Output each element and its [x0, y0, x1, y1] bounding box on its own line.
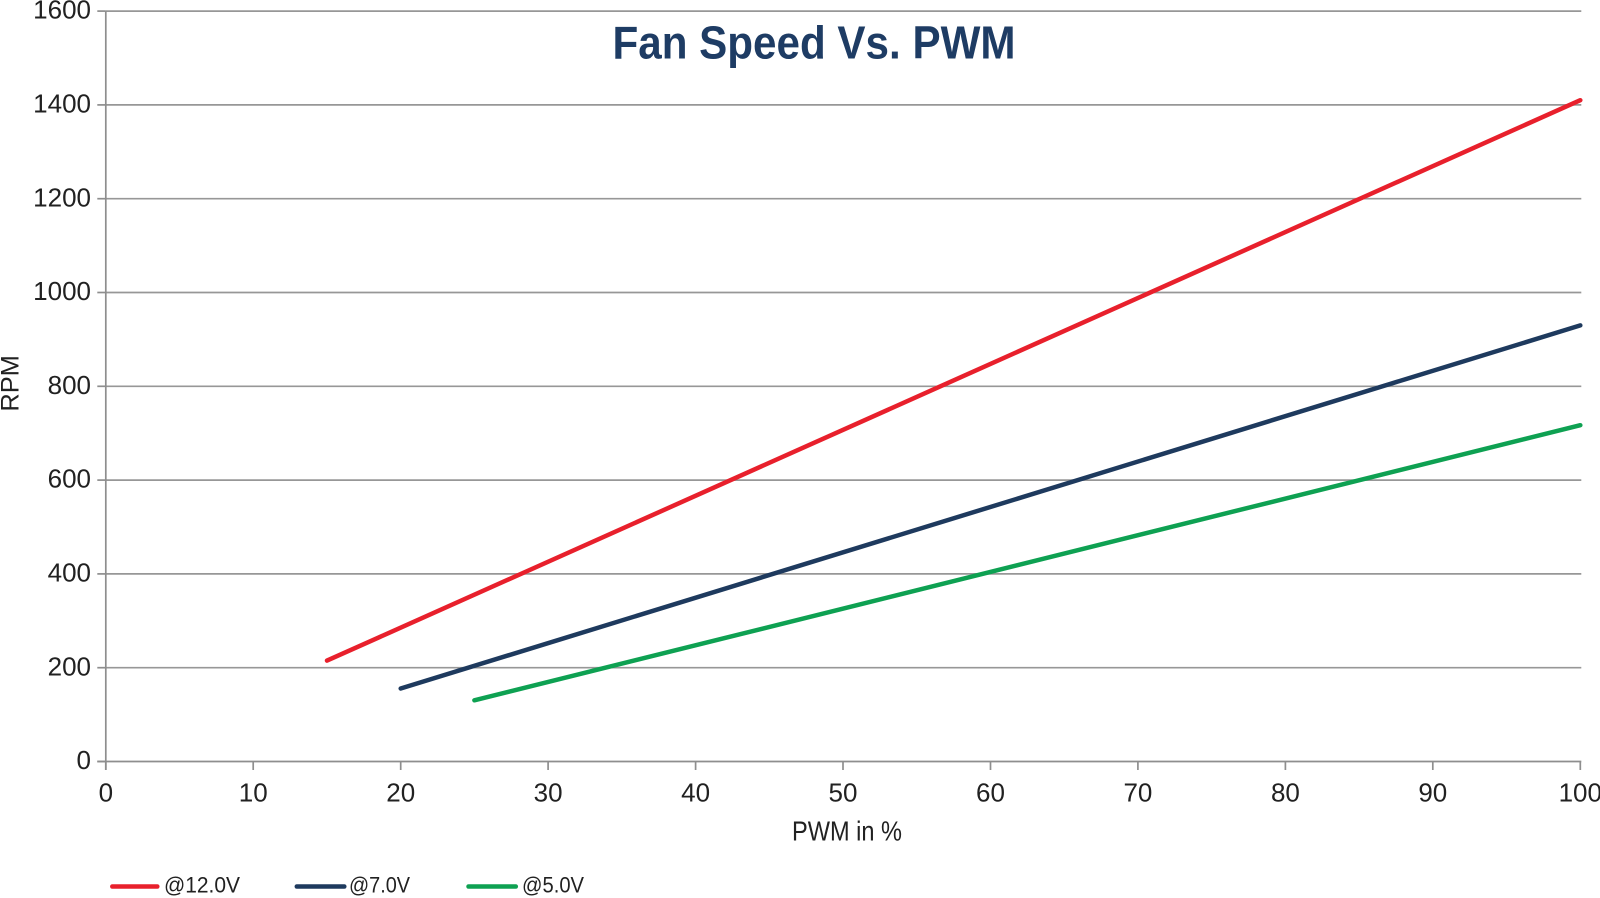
svg-text:1600: 1600 — [33, 0, 91, 25]
svg-text:PWM in %: PWM in % — [792, 815, 902, 846]
svg-text:0: 0 — [99, 778, 113, 808]
svg-text:60: 60 — [976, 778, 1005, 808]
svg-text:200: 200 — [48, 651, 91, 681]
svg-text:RPM: RPM — [0, 355, 25, 412]
svg-text:50: 50 — [829, 778, 858, 808]
svg-text:1400: 1400 — [33, 89, 91, 119]
svg-text:80: 80 — [1271, 778, 1300, 808]
svg-text:@12.0V: @12.0V — [164, 873, 240, 898]
svg-text:1000: 1000 — [33, 276, 91, 306]
svg-text:40: 40 — [681, 778, 710, 808]
svg-text:10: 10 — [239, 778, 268, 808]
svg-text:800: 800 — [48, 370, 91, 400]
svg-text:70: 70 — [1123, 778, 1152, 808]
svg-text:@5.0V: @5.0V — [522, 873, 584, 898]
svg-text:1200: 1200 — [33, 182, 91, 212]
svg-text:90: 90 — [1418, 778, 1447, 808]
svg-text:30: 30 — [534, 778, 563, 808]
svg-text:20: 20 — [386, 778, 415, 808]
svg-text:0: 0 — [77, 745, 91, 775]
svg-text:400: 400 — [48, 558, 91, 588]
svg-text:600: 600 — [48, 464, 91, 494]
svg-text:100: 100 — [1559, 778, 1600, 808]
svg-text:Fan Speed Vs. PWM: Fan Speed Vs. PWM — [613, 16, 1016, 68]
svg-text:@7.0V: @7.0V — [349, 873, 410, 898]
